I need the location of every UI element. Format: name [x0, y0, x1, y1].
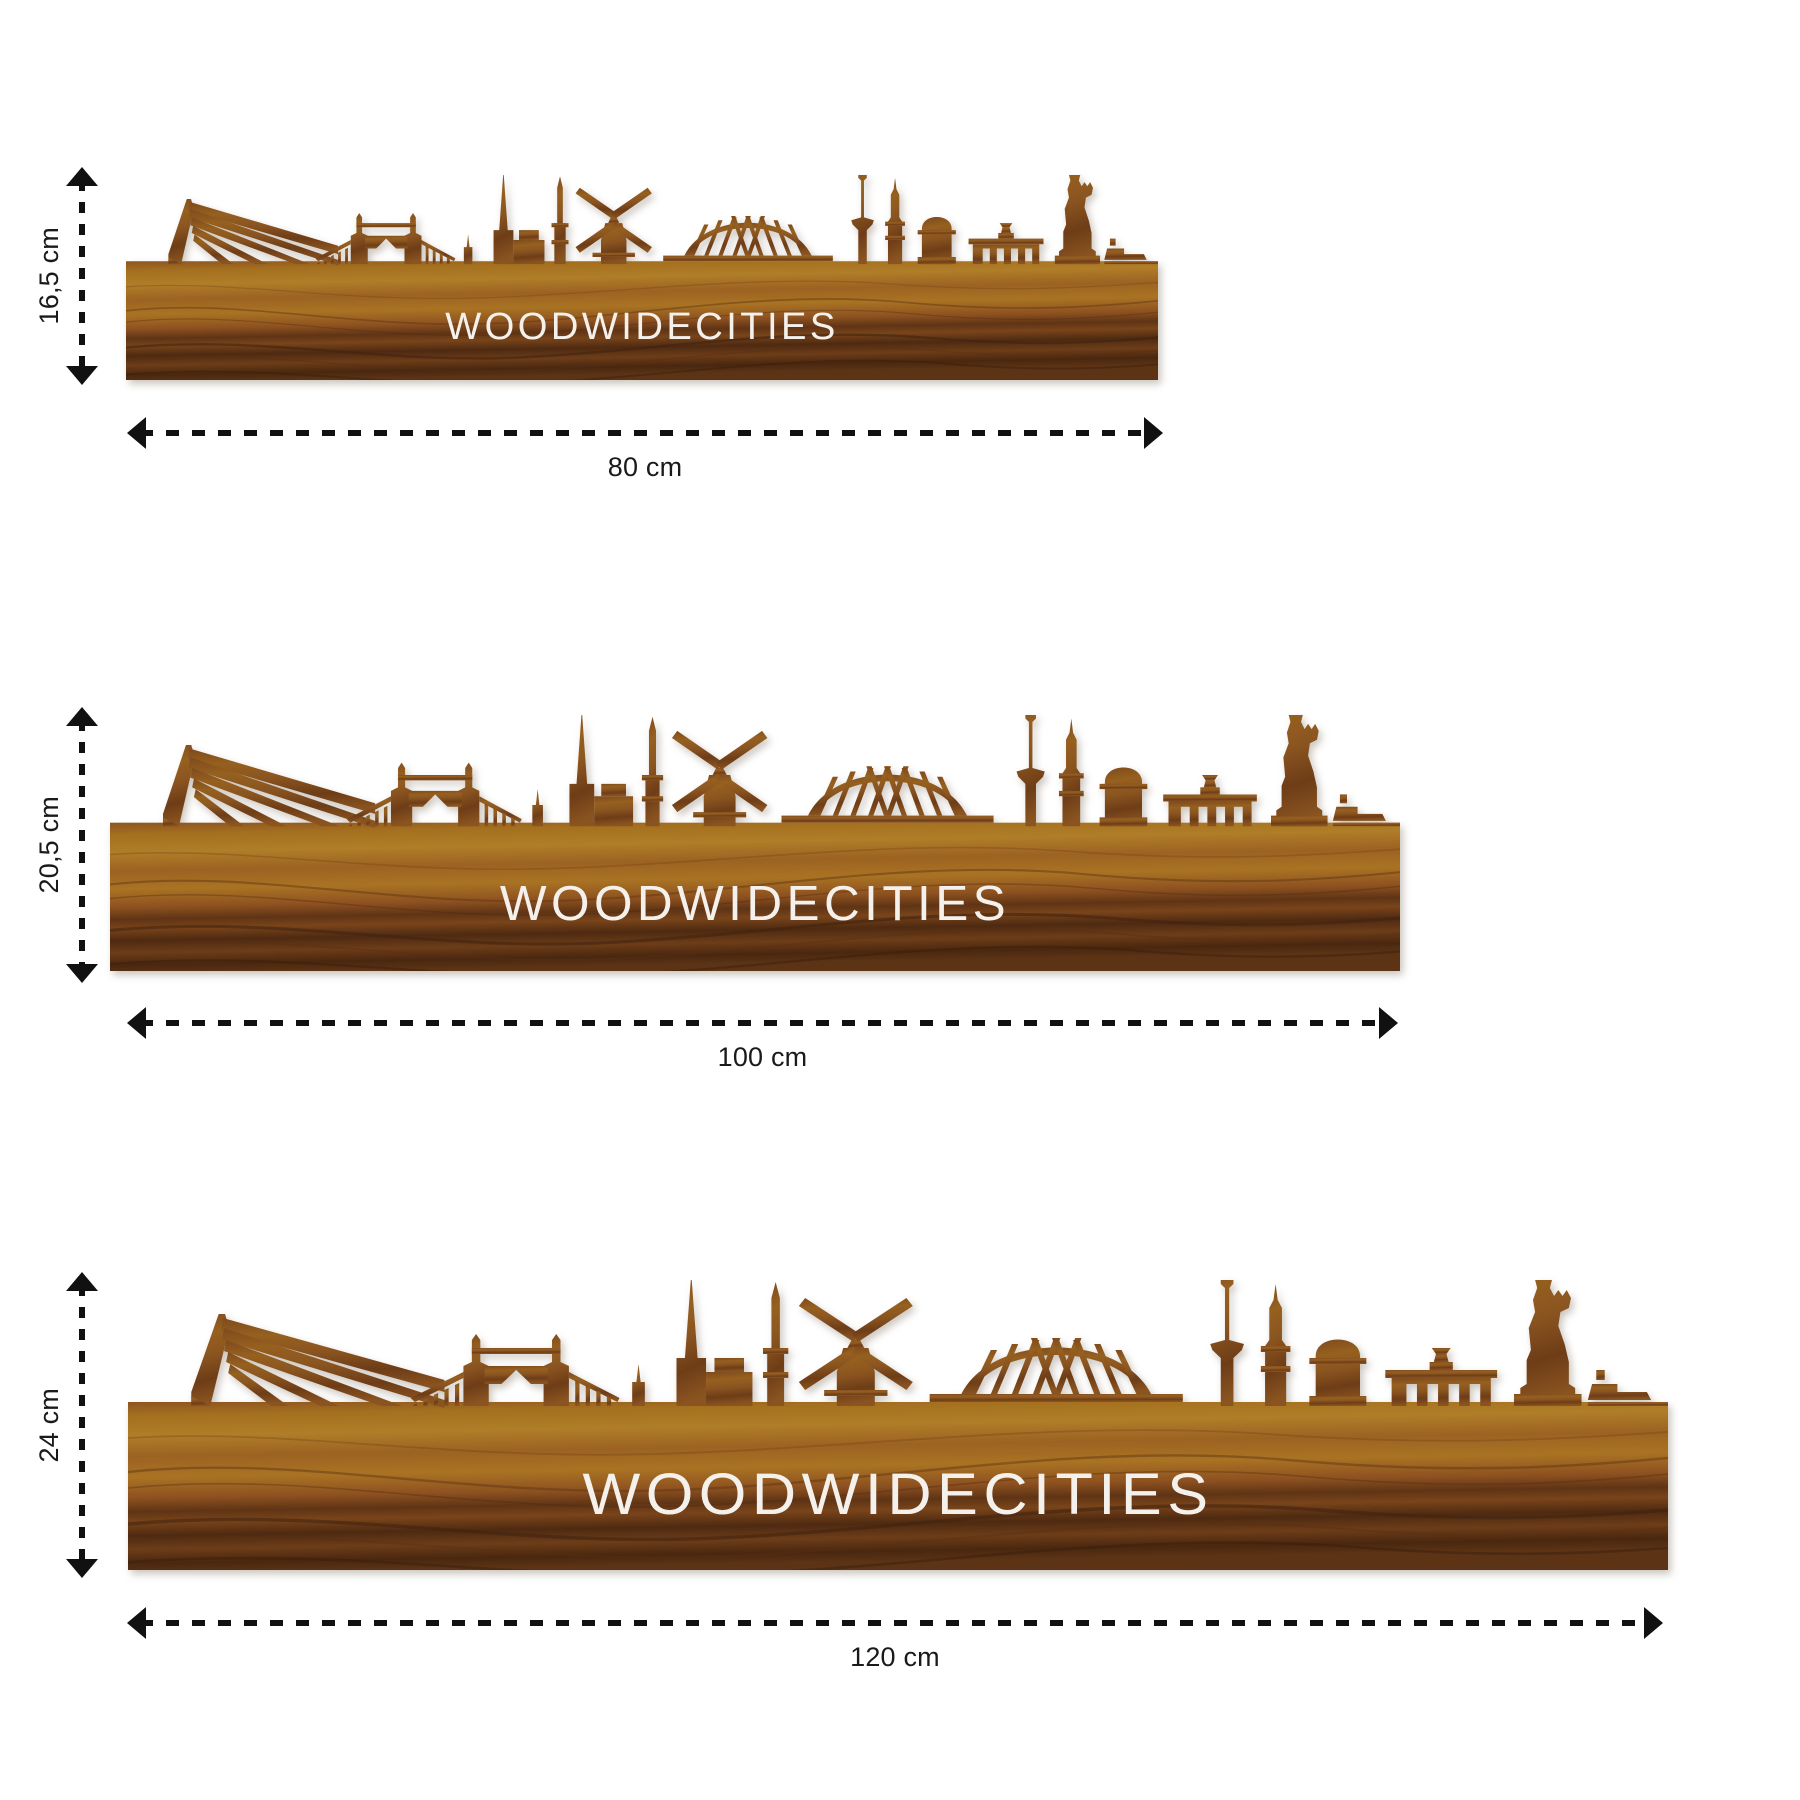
- plaque-80cm: WOODWIDECITIES: [126, 175, 1158, 380]
- width-dimension-arrow-120: [140, 1620, 1650, 1626]
- plaque-100cm: WOODWIDECITIES: [110, 715, 1400, 971]
- height-dimension-label-80: 16,5 cm: [34, 227, 64, 325]
- engraved-brand-text-100: WOODWIDECITIES: [500, 876, 1010, 931]
- skyline-silhouette-80: [168, 175, 1158, 266]
- plaque-120cm: WOODWIDECITIES: [128, 1280, 1668, 1570]
- height-dimension-120: 24 cm: [34, 1285, 85, 1565]
- size-option-80cm: 16,5 cm WOODWIDECITIES: [0, 0, 1800, 520]
- height-dimension-100: 20,5 cm: [34, 720, 85, 970]
- plaque-artwork-80: WOODWIDECITIES: [126, 175, 1158, 380]
- width-dimension-label-80: 80 cm: [607, 452, 683, 482]
- width-dimension-100: 100 cm: [140, 1020, 1385, 1073]
- skyline-silhouette-100: [163, 715, 1400, 828]
- size-option-100cm: 20,5 cm WOODWIDECITIES 100 cm: [0, 600, 1800, 1160]
- height-dimension-arrow-80: [79, 180, 85, 372]
- height-dimension-label-120: 24 cm: [34, 1387, 64, 1463]
- height-dimension-arrow-120: [79, 1285, 85, 1565]
- width-dimension-label-100: 100 cm: [717, 1042, 808, 1072]
- width-dimension-label-120: 120 cm: [850, 1642, 940, 1672]
- engraved-brand-text-120: WOODWIDECITIES: [582, 1461, 1213, 1526]
- width-dimension-arrow-80: [140, 430, 1150, 436]
- height-dimension-80: 16,5 cm: [34, 180, 85, 372]
- height-dimension-arrow-100: [79, 720, 85, 970]
- skyline-silhouette-120: [191, 1280, 1668, 1408]
- width-dimension-120: 120 cm: [140, 1620, 1650, 1673]
- size-option-120cm: 24 cm WOODWIDECITIES 120 cm: [0, 1245, 1800, 1800]
- width-dimension-80: 80 cm: [140, 430, 1150, 483]
- plaque-artwork-100: WOODWIDECITIES: [110, 715, 1400, 971]
- engraved-brand-text-80: WOODWIDECITIES: [445, 305, 839, 348]
- height-dimension-label-100: 20,5 cm: [34, 796, 64, 894]
- plaque-artwork-120: WOODWIDECITIES: [128, 1280, 1668, 1570]
- width-dimension-arrow-100: [140, 1020, 1385, 1026]
